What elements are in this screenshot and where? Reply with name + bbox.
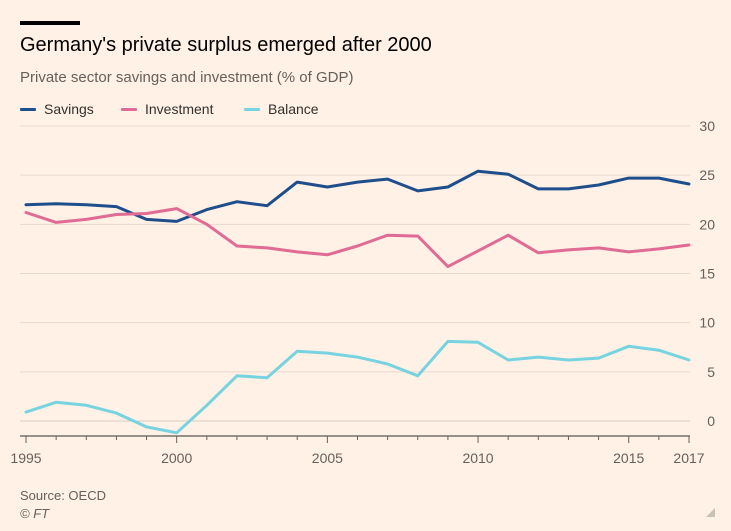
legend-label-investment: Investment: [145, 101, 214, 117]
x-tick-label-2015: 2015: [613, 450, 644, 466]
x-tick-label-2000: 2000: [161, 450, 192, 466]
y-tick-label-10: 10: [699, 315, 715, 331]
y-tick-label-15: 15: [699, 266, 715, 282]
x-tick-label-2005: 2005: [312, 450, 343, 466]
axis-layer: 0 5 10 15 20 25 30 1995 2000 2005 2010 2015 2017: [10, 118, 715, 466]
legend-label-savings: Savings: [44, 101, 94, 117]
legend-swatch-savings: [20, 108, 36, 111]
y-tick-label-5: 5: [707, 364, 715, 380]
y-tick-label-0: 0: [707, 413, 715, 429]
y-tick-label-25: 25: [699, 167, 715, 183]
legend-label-balance: Balance: [268, 101, 319, 117]
y-tick-label-20: 20: [699, 216, 715, 232]
legend-swatch-balance: [244, 108, 260, 111]
header-accent-bar: [20, 21, 80, 25]
x-tick-label-2017: 2017: [673, 450, 704, 466]
credit-note: © FT: [20, 506, 50, 521]
grid-layer: [20, 125, 690, 422]
source-note: Source: OECD: [20, 488, 106, 503]
chart-subtitle: Private sector savings and investment (%…: [20, 69, 354, 86]
resize-handle-icon[interactable]: [706, 508, 715, 517]
x-tick-label-2010: 2010: [462, 450, 493, 466]
chart-title: Germany's private surplus emerged after …: [20, 34, 432, 56]
series-line-balance: [24, 339, 691, 435]
series-layer: [24, 169, 691, 435]
legend-swatch-investment: [121, 108, 137, 111]
y-tick-label-30: 30: [699, 118, 715, 134]
x-tick-label-1995: 1995: [10, 450, 41, 466]
series-line-investment: [24, 207, 691, 269]
